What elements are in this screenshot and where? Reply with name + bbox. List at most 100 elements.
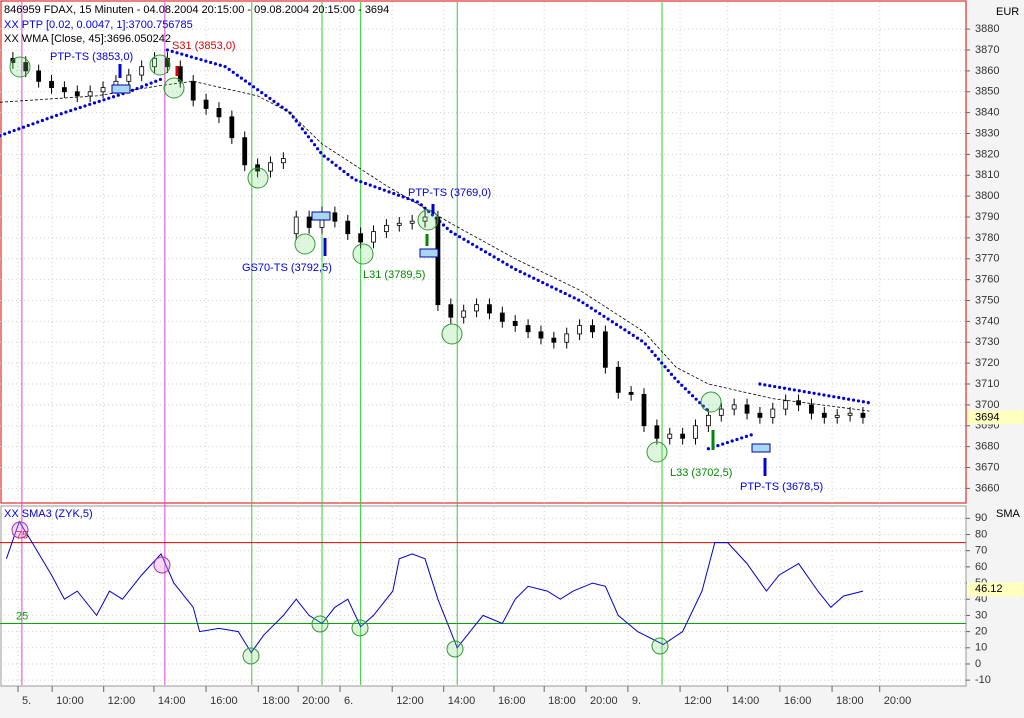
axis-background — [966, 0, 1024, 718]
candle-body — [731, 404, 737, 410]
highlight-circle — [417, 209, 439, 231]
candle-body — [126, 74, 132, 82]
last-value-box — [967, 410, 1023, 425]
y-tick-label: -10 — [975, 674, 991, 686]
candle-body — [770, 408, 776, 418]
y-tick-label: 3850 — [975, 86, 999, 98]
y-tick-label: 3870 — [975, 44, 999, 56]
candle-body — [860, 412, 866, 418]
y-tick-label: 3660 — [975, 482, 999, 494]
x-tick-label: 18:00 — [836, 695, 864, 707]
y-tick-label: 3830 — [975, 127, 999, 139]
candle-body — [474, 304, 479, 312]
candle-body — [242, 137, 248, 166]
highlight-circle — [352, 243, 374, 265]
candle-body — [203, 99, 209, 109]
candle-body — [654, 425, 660, 439]
overlay-line — [0, 80, 870, 412]
x-tick-label: 20:00 — [302, 695, 330, 707]
candle-body — [371, 231, 376, 243]
y-tick-label: 3840 — [975, 107, 999, 119]
highlight-circle — [446, 640, 464, 658]
last-value-label: 46.12 — [975, 583, 1003, 595]
candle-body — [87, 91, 93, 97]
candle-body — [512, 320, 518, 326]
candle-body — [744, 404, 750, 414]
candle-body — [718, 408, 724, 416]
signal-box — [111, 84, 131, 94]
x-tick-label: 20:00 — [590, 695, 618, 707]
highlight-circle — [294, 233, 316, 255]
highlight-circle — [351, 619, 369, 637]
x-tick-label: 12:00 — [684, 695, 712, 707]
highlight-circle — [651, 637, 669, 655]
signal-box — [751, 443, 771, 453]
y-tick-label: 90 — [975, 512, 987, 524]
candle-body — [525, 325, 531, 333]
candle-body — [229, 116, 235, 139]
y-tick-label: 3860 — [975, 65, 999, 77]
candle-body — [139, 66, 145, 76]
x-tick-label: 12:00 — [396, 695, 424, 707]
candle-body — [358, 233, 364, 243]
y-tick-label: 10 — [975, 642, 987, 654]
candle-body — [62, 87, 67, 93]
candle-body — [757, 412, 763, 418]
candle-body — [577, 325, 582, 335]
highlight-circle — [242, 647, 260, 665]
candle-body — [821, 412, 827, 418]
candle-body — [809, 404, 814, 414]
candle-body — [487, 304, 492, 314]
oscillator-axis-label: SMA — [996, 508, 1021, 520]
y-tick-label: 3800 — [975, 190, 999, 202]
candle-body — [100, 87, 106, 93]
x-tick-label: 9. — [632, 695, 641, 707]
y-tick-label: 3780 — [975, 232, 999, 244]
level-label: 25 — [16, 610, 28, 622]
candle-body — [36, 70, 42, 82]
highlight-circle — [11, 521, 29, 539]
candle-body — [190, 80, 196, 101]
x-tick-label: 14:00 — [158, 695, 186, 707]
y-tick-label: 0 — [975, 658, 981, 670]
candle-body — [216, 108, 222, 118]
x-tick-label: 16:00 — [210, 695, 238, 707]
candle-body — [49, 80, 54, 88]
y-tick-label: 70 — [975, 545, 987, 557]
y-tick-label: 3790 — [975, 211, 999, 223]
annotation: S31 (3853,0) — [172, 40, 236, 52]
highlight-circle — [247, 167, 269, 189]
candle-body — [396, 222, 402, 226]
y-tick-label: 3720 — [975, 357, 999, 369]
candle-body — [383, 224, 389, 233]
candle-body — [293, 216, 299, 235]
y-tick-label: 20 — [975, 626, 987, 638]
candle-body — [409, 220, 415, 224]
candle-body — [641, 394, 647, 427]
candle-body — [152, 57, 157, 68]
y-tick-label: 3680 — [975, 441, 999, 453]
candle-body — [332, 212, 338, 222]
x-tick-label: 16:00 — [498, 695, 526, 707]
candle-body — [268, 162, 273, 172]
candle-body — [461, 310, 467, 318]
x-tick-label: 18:00 — [262, 695, 290, 707]
oscillator-line — [5, 520, 864, 654]
x-tick-label: 14:00 — [732, 695, 760, 707]
candle-body — [564, 333, 570, 343]
level-label: 75 — [16, 530, 28, 542]
y-tick-label: 3820 — [975, 148, 999, 160]
highlight-circle — [9, 56, 31, 78]
y-tick-label: 3880 — [975, 23, 999, 35]
highlight-circle — [311, 615, 329, 633]
y-tick-label: 3740 — [975, 315, 999, 327]
signal-box — [419, 248, 439, 258]
candle-body — [499, 312, 505, 322]
y-tick-label: 3750 — [975, 294, 999, 306]
y-tick-label: 3810 — [975, 169, 999, 181]
candle-body — [680, 433, 686, 439]
x-tick-label: 14:00 — [448, 695, 476, 707]
candle-body — [551, 337, 557, 343]
candle-body — [834, 414, 840, 418]
